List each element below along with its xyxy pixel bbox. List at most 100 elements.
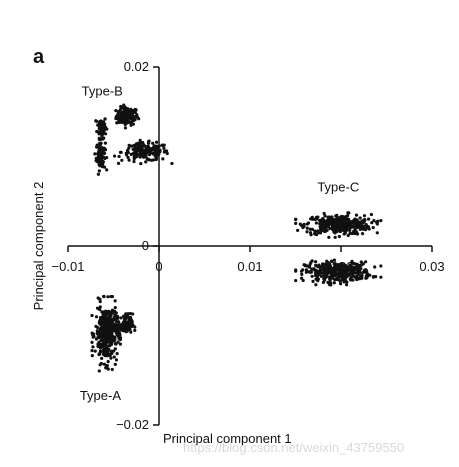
data-point — [132, 159, 136, 164]
data-point — [348, 231, 352, 236]
data-point — [117, 109, 121, 113]
data-point — [102, 155, 106, 159]
data-point — [131, 312, 135, 316]
data-point — [119, 104, 123, 109]
data-point — [103, 331, 108, 336]
data-point — [360, 273, 364, 277]
data-point — [109, 356, 113, 360]
data-point — [337, 234, 341, 239]
data-point — [314, 260, 318, 264]
data-point — [100, 335, 104, 339]
data-point — [135, 115, 140, 119]
data-point — [299, 269, 304, 273]
data-point — [349, 275, 353, 279]
data-point — [341, 275, 345, 280]
data-point — [133, 153, 137, 157]
panel-label: a — [33, 46, 45, 68]
data-point — [114, 314, 118, 318]
data-point — [321, 280, 326, 284]
data-point — [128, 315, 133, 320]
data-point — [347, 272, 351, 276]
data-point — [106, 320, 110, 325]
cluster-label: Type-C — [317, 179, 359, 194]
data-point — [340, 219, 344, 223]
data-point — [353, 227, 357, 231]
data-point — [120, 158, 124, 162]
data-point — [332, 258, 337, 262]
data-point — [97, 352, 101, 357]
data-point — [332, 262, 336, 266]
data-point — [132, 115, 136, 120]
data-point — [128, 318, 132, 322]
data-point — [149, 148, 153, 152]
data-point — [161, 157, 165, 161]
data-point — [154, 155, 158, 159]
data-point — [103, 141, 108, 145]
x-tick-label: −0.01 — [52, 259, 85, 274]
data-point — [126, 108, 130, 112]
y-axis-label: Principal component 2 — [31, 182, 46, 311]
data-point — [112, 349, 116, 353]
data-point — [113, 362, 117, 366]
data-point — [124, 120, 128, 124]
data-point — [340, 262, 344, 266]
data-point — [102, 362, 106, 366]
data-point — [121, 116, 125, 120]
data-point — [328, 218, 333, 223]
data-point — [104, 353, 108, 357]
data-point — [97, 321, 101, 325]
data-point — [339, 227, 343, 231]
data-point — [98, 123, 102, 127]
data-point — [314, 268, 318, 272]
data-point — [331, 219, 335, 223]
data-point — [307, 264, 312, 268]
data-point — [130, 320, 134, 324]
data-point — [296, 228, 300, 232]
data-point — [305, 226, 309, 230]
data-point — [329, 267, 333, 271]
data-point — [344, 264, 348, 268]
data-point — [99, 361, 103, 366]
data-point — [371, 275, 375, 279]
data-point — [375, 221, 379, 225]
data-point — [134, 142, 138, 146]
data-point — [358, 216, 362, 220]
data-point — [316, 215, 320, 219]
data-point — [102, 165, 107, 169]
data-point — [322, 271, 326, 275]
data-point — [335, 213, 339, 217]
data-point — [330, 222, 335, 226]
data-point — [106, 329, 110, 333]
data-point — [91, 345, 95, 349]
data-point — [351, 268, 355, 272]
data-point — [155, 147, 159, 151]
data-point — [144, 153, 148, 158]
data-point — [90, 313, 94, 318]
data-point — [133, 110, 137, 114]
data-point — [101, 137, 105, 141]
data-point — [99, 342, 103, 347]
cluster-label: Type-B — [82, 84, 123, 99]
data-point — [334, 271, 338, 276]
data-point — [126, 325, 131, 329]
data-point — [333, 226, 337, 230]
data-point — [127, 143, 131, 148]
data-point — [326, 261, 330, 265]
data-point — [108, 316, 112, 320]
data-point — [147, 153, 152, 157]
data-point — [301, 278, 305, 283]
data-point — [311, 279, 315, 283]
data-point — [347, 223, 351, 227]
data-point — [355, 270, 359, 275]
data-point — [113, 299, 117, 303]
data-point — [351, 221, 356, 225]
data-point — [98, 143, 102, 147]
data-point — [96, 123, 100, 127]
cluster-annotations: Type-B Type-C Type-A — [80, 84, 359, 403]
data-point — [136, 144, 140, 149]
data-point — [361, 227, 365, 231]
data-point — [98, 318, 102, 322]
data-point — [342, 232, 346, 236]
data-point — [328, 275, 332, 279]
data-point — [341, 267, 345, 272]
